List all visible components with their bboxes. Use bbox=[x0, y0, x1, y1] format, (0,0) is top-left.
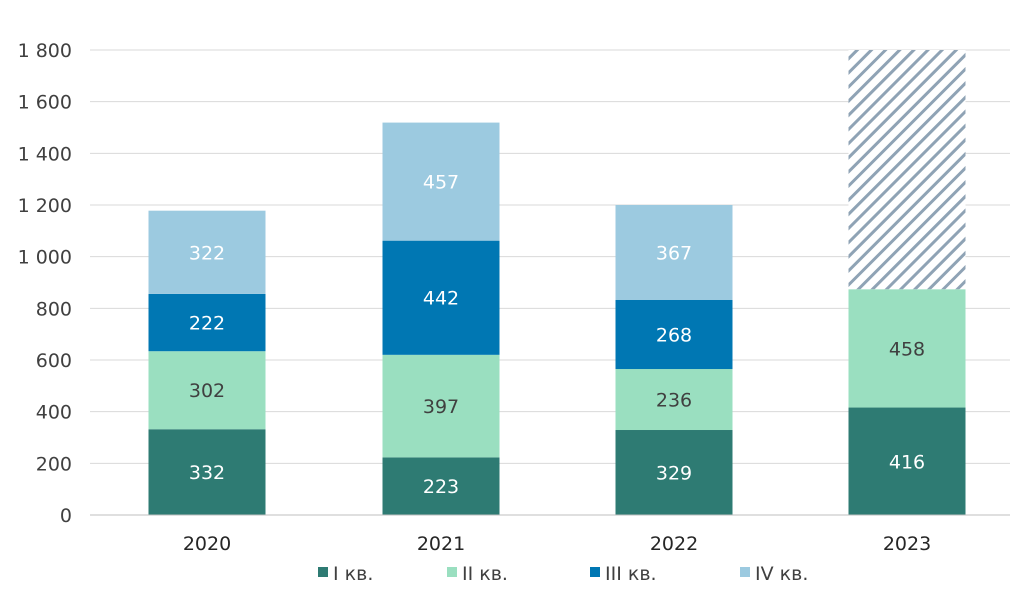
y-axis: 0 200 400 600 800 1 000 1 200 1 400 1 600 1 800 bbox=[18, 40, 72, 527]
legend-swatch bbox=[740, 567, 750, 577]
legend: I кв. II кв. III кв. IV кв. bbox=[318, 563, 808, 585]
y-tick-label: 1 000 bbox=[18, 247, 72, 269]
x-tick-label: 2021 bbox=[417, 533, 465, 555]
data-label: 302 bbox=[189, 380, 225, 402]
data-label: 222 bbox=[189, 313, 225, 335]
bar-segment bbox=[615, 369, 733, 431]
bar-segment bbox=[148, 429, 266, 515]
y-tick-label: 800 bbox=[36, 298, 72, 320]
bar-segment bbox=[615, 299, 733, 370]
legend-label: II кв. bbox=[462, 563, 508, 585]
x-tick-label: 2020 bbox=[183, 533, 231, 555]
data-label: 236 bbox=[656, 390, 692, 412]
y-tick-label: 0 bbox=[60, 505, 72, 527]
data-label: 332 bbox=[189, 462, 225, 484]
bar-segment bbox=[148, 210, 266, 294]
x-tick-label: 2022 bbox=[650, 533, 698, 555]
y-tick-label: 1 800 bbox=[18, 40, 72, 62]
bar-segment bbox=[848, 407, 966, 515]
legend-swatch bbox=[447, 567, 457, 577]
y-tick-label: 400 bbox=[36, 402, 72, 424]
legend-label: IV кв. bbox=[755, 563, 808, 585]
projection-segment bbox=[848, 50, 966, 290]
y-tick-label: 1 400 bbox=[18, 143, 72, 165]
data-label: 367 bbox=[656, 242, 692, 264]
bar-segment bbox=[615, 430, 733, 515]
data-label: 329 bbox=[656, 463, 692, 485]
data-label: 442 bbox=[423, 288, 459, 310]
data-label: 416 bbox=[889, 451, 925, 473]
bar-segment bbox=[148, 293, 266, 352]
y-tick-label: 600 bbox=[36, 350, 72, 372]
y-tick-label: 1 600 bbox=[18, 92, 72, 114]
legend-label: III кв. bbox=[605, 563, 657, 585]
y-tick-label: 200 bbox=[36, 453, 72, 475]
bars: 332 302 222 322 223 397 442 457 329 236 268 367 416 4… bbox=[148, 50, 966, 515]
y-tick-label: 1 200 bbox=[18, 195, 72, 217]
bar-segment bbox=[382, 240, 500, 355]
bar-segment bbox=[615, 205, 733, 300]
data-label: 322 bbox=[189, 242, 225, 264]
x-axis: 2020 2021 2022 2023 bbox=[90, 514, 1010, 555]
bar-segment bbox=[848, 289, 966, 408]
data-label: 223 bbox=[423, 476, 459, 498]
data-label: 397 bbox=[423, 396, 459, 418]
legend-label: I кв. bbox=[333, 563, 373, 585]
bar-segment bbox=[382, 457, 500, 515]
data-label: 268 bbox=[656, 324, 692, 346]
data-label: 457 bbox=[423, 172, 459, 194]
data-label: 458 bbox=[889, 338, 925, 360]
bar-segment bbox=[382, 354, 500, 458]
x-tick-label: 2023 bbox=[883, 533, 931, 555]
bar-segment bbox=[148, 351, 266, 430]
legend-swatch bbox=[318, 567, 328, 577]
bar-segment bbox=[382, 122, 500, 241]
legend-swatch bbox=[590, 567, 600, 577]
